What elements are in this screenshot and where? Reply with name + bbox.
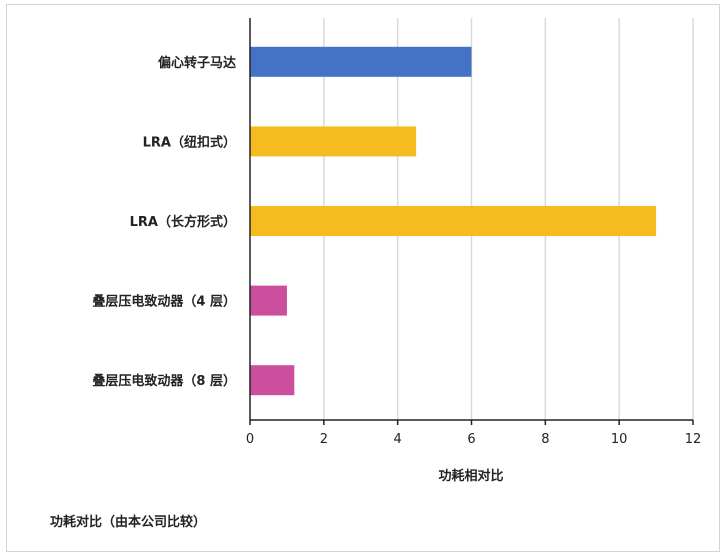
category-label: LRA（长方形式） <box>130 214 236 230</box>
labels: 0 2 4 6 8 10 12 偏心转子马达 LRA（纽扣式） LRA（长方形式） 叠层压电致动器（… <box>92 55 701 447</box>
category-label: 叠层压电致动器（8 层） <box>92 373 236 389</box>
x-tick-label: 2 <box>320 432 328 447</box>
x-tick-label: 6 <box>467 432 475 447</box>
x-tick-label: 10 <box>611 432 628 447</box>
figure-caption: 功耗对比（由本公司比较） <box>50 515 207 530</box>
x-tick-label: 4 <box>394 432 402 447</box>
chart-frame <box>6 4 720 552</box>
x-axis-title: 功耗相对比 <box>438 468 503 484</box>
category-label: 叠层压电致动器（4 层） <box>92 294 236 310</box>
bar-1 <box>250 126 417 157</box>
axes <box>249 18 694 425</box>
x-tick-label: 12 <box>685 432 702 447</box>
bar-0 <box>250 46 472 77</box>
category-label: 偏心转子马达 <box>158 55 236 71</box>
bar-2 <box>250 206 657 236</box>
bars <box>250 46 657 396</box>
x-tick-label: 8 <box>541 432 549 447</box>
category-label: LRA（纽扣式） <box>143 134 236 150</box>
bar-4 <box>250 365 295 396</box>
x-tick-label: 0 <box>246 432 254 447</box>
bar-3 <box>250 285 287 316</box>
